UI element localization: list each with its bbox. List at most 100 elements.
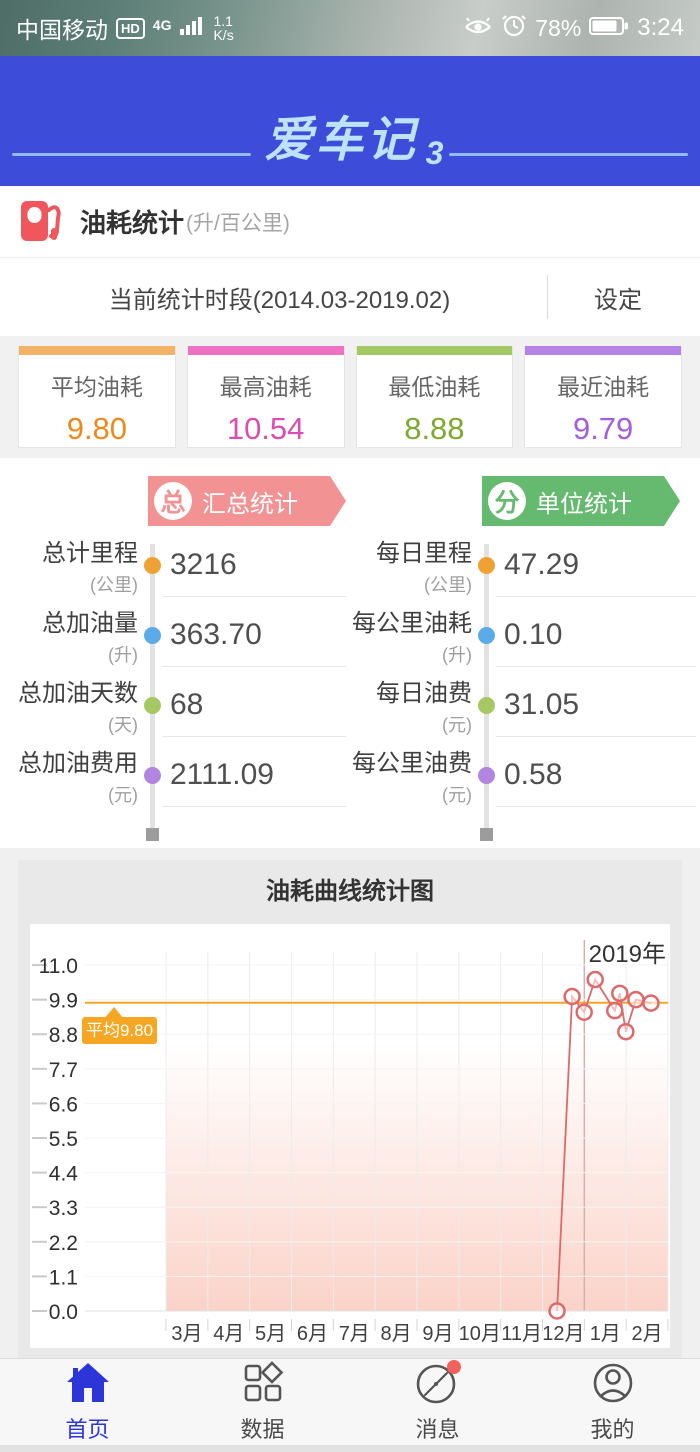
nav-item-profile[interactable]: 我的 (525, 1359, 700, 1445)
chart-card: 11.0 9.9 8.8 7.7 6.6 5.5 4.4 3.3 2.2 1.1 0.0 3月 4月 5月… (30, 924, 670, 1348)
summary-row-fuel-per-km: 每公里油耗 (升) 0.10 (350, 600, 700, 670)
row-value: 363.70 (170, 618, 262, 651)
app-logo: 爱车记 3 (0, 56, 700, 186)
total-ribbon: 总 汇总统计 (148, 476, 346, 526)
chart-point (563, 987, 581, 1006)
svg-text:0.0: 0.0 (49, 1301, 78, 1324)
row-dot (144, 627, 161, 644)
svg-text:5.5: 5.5 (49, 1128, 78, 1151)
svg-text:6.6: 6.6 (49, 1093, 78, 1116)
svg-text:6月: 6月 (297, 1323, 328, 1345)
logo-right-line (449, 153, 688, 156)
stat-card-max: 最高油耗 10.54 (186, 346, 345, 448)
data-grid-icon (240, 1360, 286, 1411)
row-dot (478, 697, 495, 714)
logo-left-line (12, 153, 251, 156)
summary-row-total-mileage: 总计里程 (公里) 3216 (0, 530, 350, 600)
period-label: 当前统计时段(2014.03-2019.02) (108, 286, 451, 314)
carrier-label: 中国移动 (16, 17, 108, 43)
svg-text:8月: 8月 (381, 1323, 412, 1345)
row-value: 47.29 (504, 548, 580, 581)
status-left: 中国移动 HD 4G 1.1 K/s (16, 11, 234, 45)
svg-text:平均9.80: 平均9.80 (86, 1021, 153, 1040)
status-right: 78% 3:24 (463, 12, 684, 44)
row-dot (144, 557, 161, 574)
svg-text:1.1: 1.1 (49, 1266, 78, 1289)
profile-icon (590, 1360, 636, 1411)
gesture-bar (0, 1445, 700, 1452)
hd-icon: HD (116, 17, 145, 39)
card-value: 9.80 (66, 411, 128, 446)
page-title: 油耗统计 (80, 208, 185, 238)
summary-row-daily-mileage: 每日里程 (公里) 47.29 (350, 530, 700, 600)
chart-point (606, 1001, 624, 1020)
stat-card-average: 平均油耗 9.80 (18, 346, 176, 448)
alarm-clock-icon (501, 12, 527, 44)
svg-text:5月: 5月 (255, 1323, 286, 1345)
svg-text:4月: 4月 (213, 1323, 244, 1345)
timeline-cap (480, 828, 493, 841)
nav-item-home[interactable]: 首页 (0, 1359, 175, 1445)
svg-text:7.7: 7.7 (49, 1059, 78, 1082)
divider (547, 275, 548, 319)
row-value: 0.58 (504, 758, 563, 791)
period-bar: 当前统计时段(2014.03-2019.02) 设定 (0, 258, 700, 336)
row-value: 3216 (170, 548, 237, 581)
summary-unit-column: 分 单位统计 每日里程 (公里) 47.29 每公里油耗 (升) 0.10 (350, 476, 700, 848)
card-label: 平均油耗 (50, 374, 143, 400)
unit-ribbon-title: 单位统计 (536, 490, 632, 518)
network-type-label: 4G (152, 17, 172, 33)
row-value: 2111.09 (170, 758, 274, 791)
card-label: 最低油耗 (388, 374, 481, 400)
svg-text:3.3: 3.3 (49, 1197, 78, 1220)
chart-point (575, 1003, 593, 1021)
nav-label-profile: 我的 (590, 1417, 635, 1442)
stat-cards: 平均油耗 9.80 最高油耗 10.54 最低油耗 8.88 最近油耗 9.79 (0, 336, 700, 458)
card-accent-bar (525, 346, 681, 355)
chart-title: 油耗曲线统计图 (266, 878, 434, 905)
svg-text:12月: 12月 (542, 1323, 584, 1345)
nav-label-home: 首页 (65, 1417, 110, 1442)
timeline (150, 544, 155, 830)
row-dot (478, 627, 495, 644)
svg-text:11月: 11月 (501, 1323, 542, 1345)
fuel-line-chart: 11.0 9.9 8.8 7.7 6.6 5.5 4.4 3.3 2.2 1.1 0.0 3月 4月 5月… (32, 940, 669, 1345)
row-value: 68 (170, 688, 204, 721)
logo-text: 爱车记 (264, 114, 418, 167)
summary-row-cost-per-km: 每公里油费 (元) 0.58 (350, 740, 700, 810)
timeline-cap (146, 828, 159, 841)
card-accent-bar (187, 346, 344, 355)
card-accent-bar (19, 346, 175, 355)
chart-point (627, 990, 645, 1009)
summary-section: 总 汇总统计 总计里程 (公里) 3216 总加油量 (升) 363.70 (0, 458, 700, 848)
home-icon (65, 1360, 111, 1411)
app-header: 爱车记 3 (0, 56, 700, 186)
nav-item-data[interactable]: 数据 (175, 1359, 350, 1445)
logo-suffix: 3 (425, 135, 444, 171)
unit-ribbon-badge: 分 (488, 482, 526, 520)
row-dot (144, 767, 161, 784)
chart-point (548, 1302, 566, 1320)
card-label: 最近油耗 (557, 374, 650, 400)
chart-panel: 油耗曲线统计图 11.0 9.9 8.8 7.7 6.6 5.5 4.4 3.3 2.2 1.1 0… (18, 860, 682, 1360)
total-ribbon-badge: 总 (154, 482, 192, 520)
svg-text:9.9: 9.9 (49, 990, 78, 1013)
svg-text:2月: 2月 (632, 1323, 663, 1345)
clock-label: 3:24 (637, 14, 684, 41)
card-value: 10.54 (226, 411, 305, 446)
status-bar: 中国移动 HD 4G 1.1 K/s (0, 0, 700, 56)
bottom-nav: 首页 数据 消息 (0, 1358, 700, 1445)
card-label: 最高油耗 (219, 374, 312, 400)
row-dot (478, 767, 495, 784)
stat-card-min: 最低油耗 8.88 (355, 346, 514, 448)
signal-bars-icon (179, 14, 203, 42)
nav-item-messages[interactable]: 消息 (350, 1359, 525, 1445)
chart-point (617, 1022, 635, 1041)
section-title-bar: 油耗统计 (升/百公里) (0, 186, 700, 258)
svg-text:1月: 1月 (590, 1323, 621, 1345)
settings-button[interactable]: 设定 (594, 286, 642, 314)
row-value: 31.05 (504, 688, 580, 721)
fuel-pump-icon (18, 194, 62, 249)
stat-card-recent: 最近油耗 9.79 (524, 346, 682, 448)
timeline (484, 544, 489, 830)
